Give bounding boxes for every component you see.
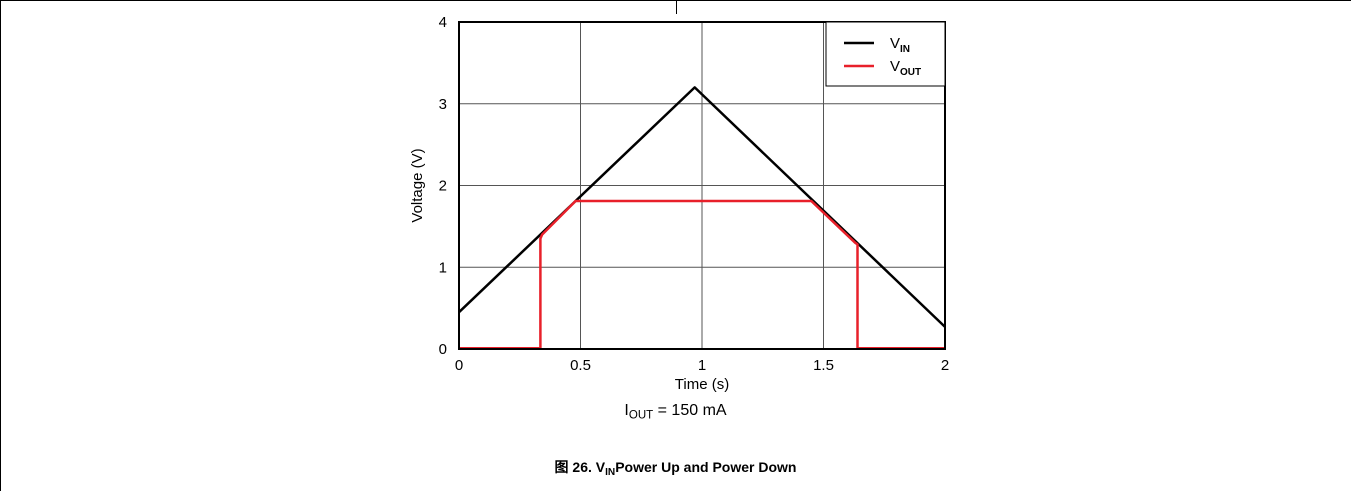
x-tick-label: 2 bbox=[941, 357, 949, 374]
series-line-vin bbox=[458, 86, 946, 328]
voltage-chart: 0 0.5 1 1.5 2 0 1 2 3 4 Time (s) Voltage (V) VIN VOUT bbox=[409, 14, 949, 393]
legend-label-vout: VOUT bbox=[890, 58, 921, 78]
test-condition: IOUT = 150 mA bbox=[624, 402, 727, 422]
x-tick-label: 1 bbox=[698, 357, 706, 374]
y-axis-label: Voltage (V) bbox=[409, 148, 426, 222]
legend: VIN VOUT bbox=[825, 21, 946, 87]
y-tick-label: 3 bbox=[439, 96, 447, 113]
x-axis-label: Time (s) bbox=[675, 376, 729, 393]
x-tick-label: 0 bbox=[455, 357, 463, 374]
page-frame-left bbox=[0, 0, 1, 491]
legend-label-vin: VIN bbox=[890, 35, 910, 55]
x-tick-label: 1.5 bbox=[813, 357, 834, 374]
y-tick-label: 4 bbox=[439, 14, 447, 31]
y-tick-label: 1 bbox=[439, 259, 447, 276]
plot-border bbox=[458, 21, 946, 350]
y-tick-label: 0 bbox=[439, 341, 447, 358]
y-tick-label: 2 bbox=[439, 178, 447, 195]
figure-caption: 图 26. VINPower Up and Power Down bbox=[554, 459, 797, 479]
x-tick-label: 0.5 bbox=[570, 357, 591, 374]
series-line-vout bbox=[459, 199, 945, 350]
page-frame-top bbox=[0, 0, 1351, 1]
legend-box bbox=[825, 21, 946, 87]
page-frame-divider bbox=[676, 0, 677, 14]
